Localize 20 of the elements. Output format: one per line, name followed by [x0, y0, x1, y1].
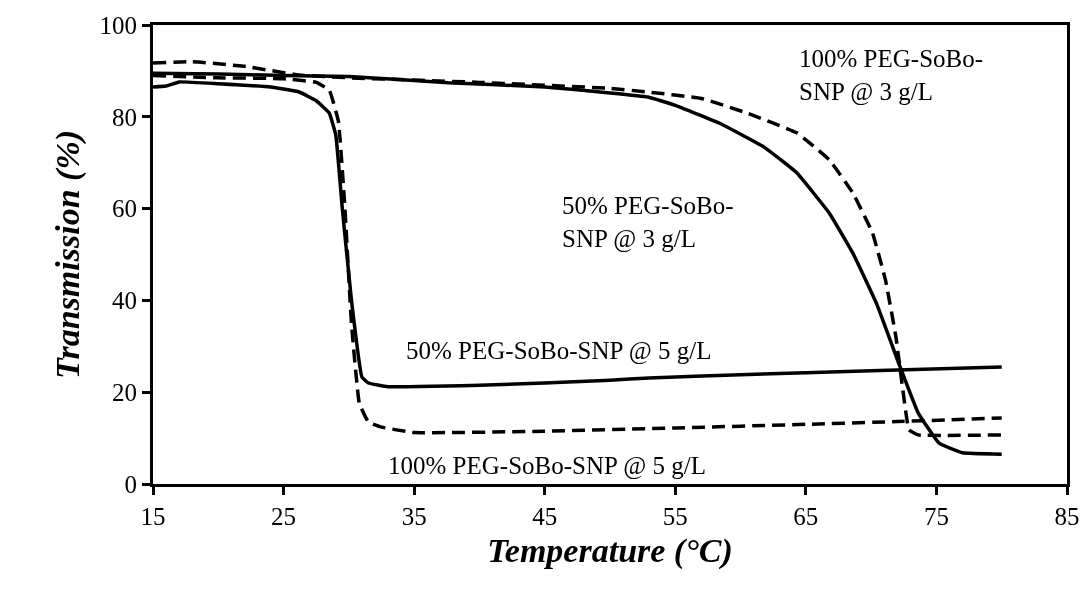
x-tick-label: 45: [532, 503, 558, 530]
x-tick-label: 55: [662, 503, 688, 530]
x-tick-label: 15: [140, 503, 166, 530]
series-label: 50% PEG-SoBo-SNP @ 5 g/L: [406, 337, 712, 365]
y-tick-label: 20: [112, 378, 137, 406]
y-tick-label: 60: [112, 195, 137, 223]
x-axis-title: Temperature (°C): [487, 532, 733, 571]
series-label: 100% PEG-SoBo-SNP @ 5 g/L: [388, 452, 706, 480]
text: 50% PEG-SoBo- SNP @ 3 g/L: [562, 192, 734, 253]
x-tick-label: 75: [923, 503, 949, 530]
series-label: 100% PEG-SoBo- SNP @ 3 g/L: [799, 45, 984, 106]
y-tick-label: 100: [99, 11, 137, 39]
x-tick-label: 65: [793, 503, 819, 530]
y-tick-label: 80: [112, 103, 137, 131]
y-axis-title: Transmission (%): [49, 129, 88, 380]
x-tick-label: 25: [271, 503, 297, 530]
y-tick-label: 0: [124, 470, 137, 498]
x-tick-label: 35: [401, 503, 427, 530]
x-tick-label: 85: [1054, 503, 1080, 530]
y-tick-label: 40: [112, 287, 137, 315]
